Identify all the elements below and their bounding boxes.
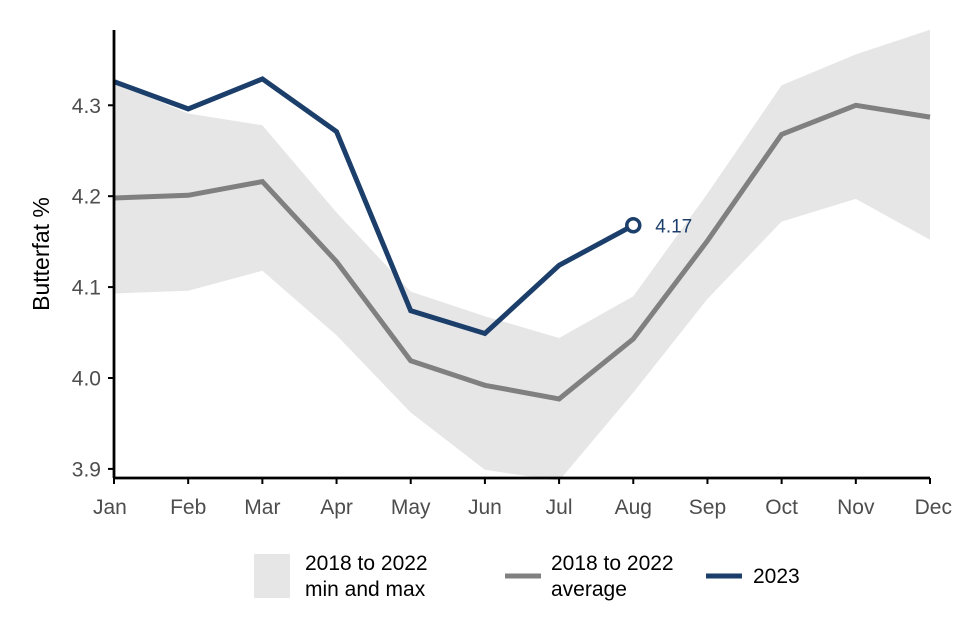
average-line <box>113 102 931 402</box>
x-tick-label: Apr <box>320 496 353 519</box>
legend-band-label-line2: min and max <box>305 578 426 601</box>
y-axis-title: Butterfat % <box>28 197 54 311</box>
legend-average-label-line1: 2018 to 2022 <box>551 552 674 575</box>
legend-band-label-line1: 2018 to 2022 <box>305 552 428 575</box>
legend-average-label-line2: average <box>551 578 627 601</box>
x-tick-label: Mar <box>244 496 280 519</box>
last-point-marker <box>625 217 642 234</box>
axis-layer: 3.9 4.0 4.1 4.2 4.3 Jan Feb Mar Apr May Jun Jul Aug S… <box>72 30 952 519</box>
min-max-band <box>114 29 930 481</box>
x-tick-label: Jul <box>546 496 573 519</box>
legend-2023-label: 2023 <box>753 565 800 588</box>
y-tick-label: 4.1 <box>72 277 101 300</box>
x-tick-label: Feb <box>170 496 206 519</box>
min-max-band-layer <box>114 29 930 481</box>
x-tick-label: Aug <box>615 496 652 519</box>
last-value-label: 4.17 <box>655 216 692 237</box>
x-tick-label: Jan <box>93 496 127 519</box>
line-2023 <box>113 76 635 337</box>
x-tick-label: Dec <box>915 496 952 519</box>
legend-band-swatch <box>254 554 290 598</box>
y-tick-label: 4.3 <box>72 95 101 118</box>
x-tick-label: Jun <box>468 496 502 519</box>
x-tick-label: Sep <box>689 496 726 519</box>
series-layer: 4.17 <box>113 76 931 402</box>
legend: 2018 to 2022 min and max 2018 to 2022 avera… <box>254 552 800 601</box>
x-tick-label: Oct <box>765 496 798 519</box>
y-tick-label: 3.9 <box>72 458 101 481</box>
y-tick-label: 4.2 <box>72 186 101 209</box>
x-tick-label: Nov <box>837 496 875 519</box>
y-tick-label: 4.0 <box>72 368 101 391</box>
x-tick-label: May <box>391 496 431 519</box>
